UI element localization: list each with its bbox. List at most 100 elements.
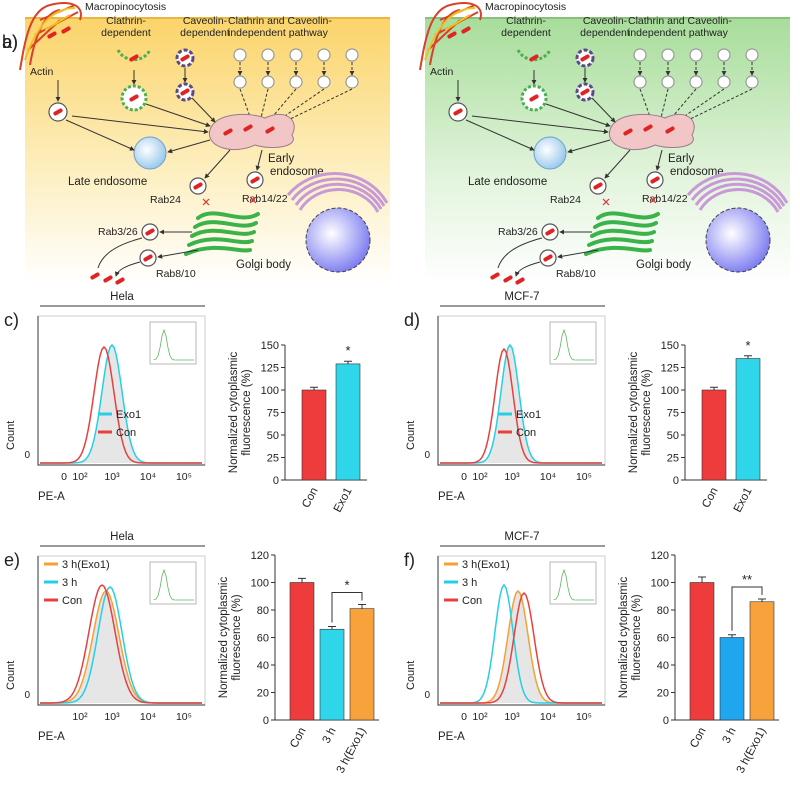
cargo xyxy=(143,254,153,262)
pathway-diagram: Macropinocytosis Clathrin-dependent Caveol… xyxy=(19,1,390,285)
legend-label: Exo1 xyxy=(516,409,541,421)
y-axis-label: fluorescence (%) xyxy=(231,594,243,680)
y-tick-label: 0 xyxy=(263,715,269,727)
error-bar xyxy=(698,576,706,583)
vesicle xyxy=(689,75,703,89)
label: 0 xyxy=(424,450,430,461)
label: Macropinocytosis xyxy=(485,1,566,13)
x-tick-label: 3 h(Exo1) xyxy=(735,726,769,776)
y-tick-label: 100 xyxy=(261,385,279,397)
legend-label: Con xyxy=(516,427,536,439)
bar xyxy=(689,582,715,721)
label: Rab8/10 xyxy=(556,268,596,280)
label: Golgi body xyxy=(636,259,691,271)
y-tick-label: 125 xyxy=(261,363,279,375)
x-tick-label: Exo1 xyxy=(332,486,355,515)
label: independent pathway xyxy=(628,27,729,39)
error-bar xyxy=(298,577,306,583)
label: dependent xyxy=(101,27,151,39)
y-tick-label: 50 xyxy=(667,430,679,442)
label: Rab8/10 xyxy=(156,268,196,280)
arrow xyxy=(191,97,216,123)
bar xyxy=(701,389,727,481)
label: independent pathway xyxy=(228,27,329,39)
panel-label: a) xyxy=(2,32,18,52)
label: Clathrin- xyxy=(106,15,146,27)
error-bar xyxy=(344,360,352,364)
er xyxy=(694,182,783,210)
vesicle xyxy=(633,48,647,62)
y-tick-label: 60 xyxy=(657,633,669,645)
label: Macropinocytosis xyxy=(85,1,166,13)
y-axis-label: Normalized cytoplasmic xyxy=(218,577,230,699)
histogram-title: MCF-7 xyxy=(504,531,539,543)
histogram-tick-label: 10³ xyxy=(504,711,520,723)
arrow xyxy=(239,88,253,123)
legend-label: Con xyxy=(62,595,82,607)
histogram-ylabel: Count xyxy=(405,661,417,690)
golgi xyxy=(193,220,258,229)
y-axis-label: fluorescence (%) xyxy=(631,594,643,680)
y-tick-label: 100 xyxy=(651,578,669,590)
significance: * xyxy=(745,338,750,353)
y-tick-label: 0 xyxy=(663,715,669,727)
histogram-xlabel: PE-A xyxy=(438,491,465,503)
label: Rab24 xyxy=(550,194,581,206)
cargo xyxy=(103,275,113,283)
y-axis-label: Normalized cytoplasmic xyxy=(228,352,240,474)
inset-curve xyxy=(553,328,594,361)
label: Rab24 xyxy=(150,194,181,206)
label: Caveolin- xyxy=(183,15,228,27)
inset-curve xyxy=(553,568,594,601)
label: Golgi body xyxy=(236,259,291,271)
histogram-axes xyxy=(37,556,205,706)
histogram-curve xyxy=(440,589,602,704)
x-tick-label: Con xyxy=(700,486,721,510)
legend-label: 3 h xyxy=(62,577,77,589)
legend-label: Con xyxy=(116,427,136,439)
histogram-tick-label: 10⁵ xyxy=(176,711,192,723)
golgi xyxy=(590,228,656,238)
histogram-title: MCF-7 xyxy=(504,291,539,303)
cargo xyxy=(580,54,590,62)
cargo xyxy=(580,88,590,96)
vesicle xyxy=(289,48,303,62)
golgi xyxy=(596,211,660,220)
cargo xyxy=(180,88,190,96)
panel: d) MCF-7 0 Count 0 10² 10³ 10⁴ 10⁵ PE-A Exo1 Con 0 25… xyxy=(404,291,767,515)
histogram-axes xyxy=(437,316,605,466)
panel-label: f) xyxy=(404,550,415,570)
label: Early xyxy=(268,153,294,165)
label: 0 xyxy=(24,690,30,701)
x-tick-label: 3 h xyxy=(321,726,339,746)
cargo xyxy=(250,176,260,184)
vesicle xyxy=(233,75,247,89)
y-tick-label: 100 xyxy=(661,385,679,397)
histogram-tick-label: 10³ xyxy=(504,471,520,483)
vesicle xyxy=(261,48,275,62)
nucleus xyxy=(705,207,771,273)
histogram-curve xyxy=(40,590,202,704)
error-bar xyxy=(328,626,336,630)
y-axis-label: Normalized cytoplasmic xyxy=(618,577,630,699)
er xyxy=(698,188,780,213)
cargo xyxy=(180,54,190,62)
y-tick-label: 50 xyxy=(267,430,279,442)
label: endosome xyxy=(670,166,724,178)
histogram-tick-label: 10² xyxy=(72,471,88,483)
histogram-title: Hela xyxy=(110,531,134,543)
label: dependent xyxy=(501,27,551,39)
arrow xyxy=(465,119,535,151)
block xyxy=(202,196,257,206)
histogram-curve xyxy=(440,347,602,464)
bar xyxy=(349,608,375,721)
histogram-tick-label: 0 xyxy=(461,471,467,483)
cargo xyxy=(593,182,603,190)
significance-bracket xyxy=(331,592,363,623)
er xyxy=(298,188,380,213)
cargo xyxy=(243,124,253,132)
histogram-tick-label: 10⁴ xyxy=(140,711,156,723)
cargo xyxy=(665,126,675,134)
